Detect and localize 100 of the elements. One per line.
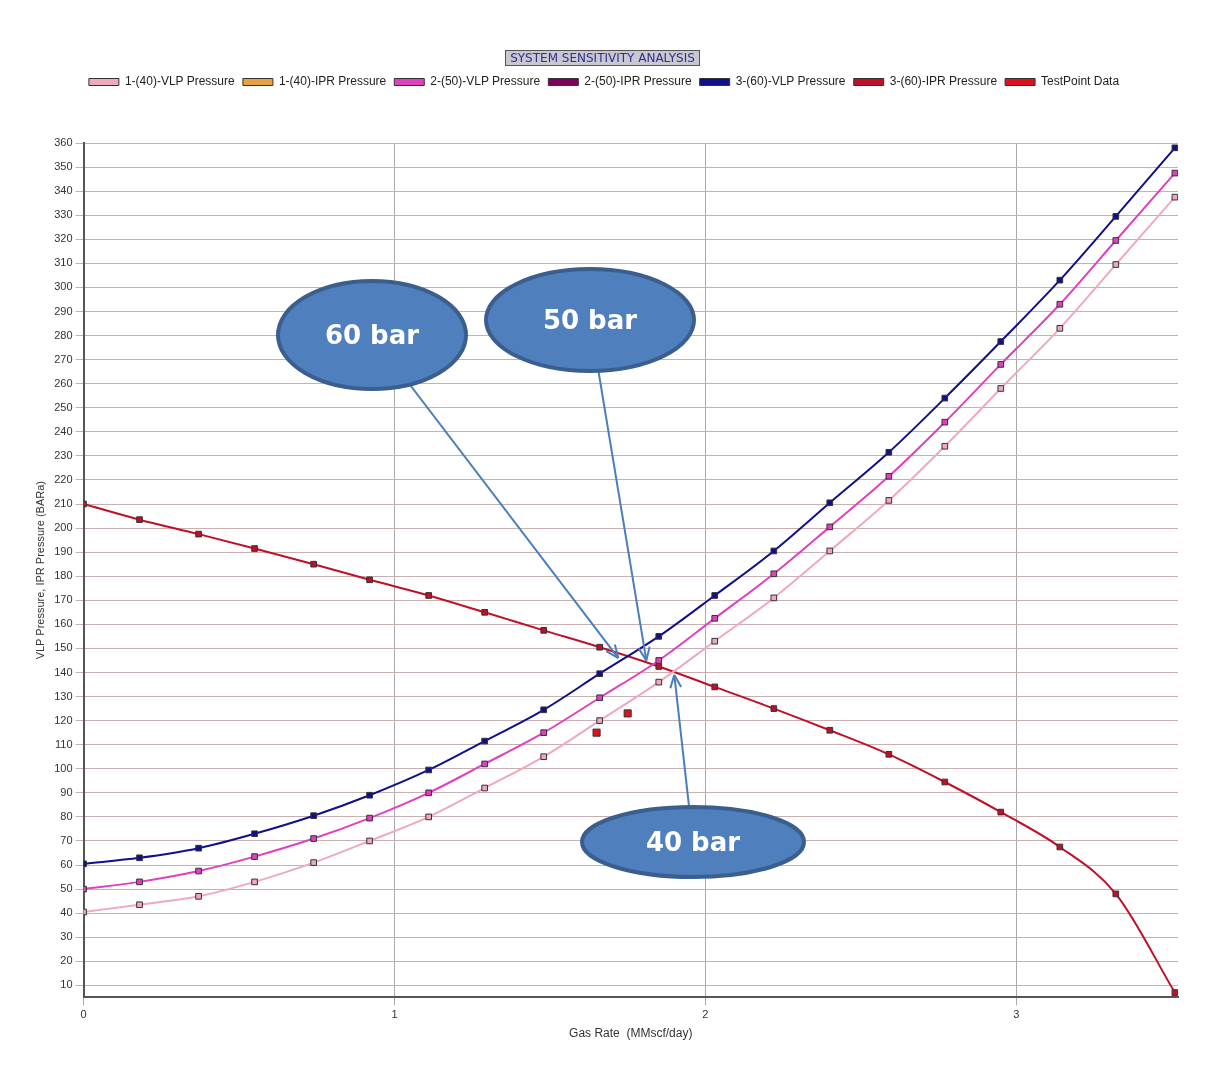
- point: [941, 418, 949, 426]
- point: [997, 808, 1005, 816]
- point: [596, 717, 604, 724]
- point: [941, 778, 949, 786]
- point: [655, 663, 663, 670]
- y-tick-label: 20: [60, 954, 73, 967]
- point: [885, 448, 893, 456]
- point: [1171, 989, 1178, 996]
- y-tick-label: 290: [54, 304, 73, 317]
- y-tick-label: 100: [54, 761, 73, 774]
- point: [481, 784, 488, 792]
- point: [1056, 300, 1064, 308]
- point: [136, 516, 143, 523]
- y-tick-label: 240: [54, 424, 73, 437]
- annotation: 50 bar: [542, 305, 638, 335]
- legend-label: 1-(40)-IPR Pressure: [278, 74, 387, 89]
- point: [885, 750, 893, 758]
- point: [997, 385, 1005, 392]
- point: [826, 499, 834, 507]
- x-tick-label: 3: [1013, 1008, 1020, 1021]
- point: [1112, 237, 1120, 244]
- point: [310, 560, 317, 568]
- y-tick-label: 300: [54, 280, 73, 293]
- point: [826, 547, 834, 555]
- y-tick-label: 270: [54, 352, 73, 365]
- y-tick-label: 210: [54, 497, 73, 510]
- y-tick-label: 260: [54, 376, 73, 389]
- point: [251, 878, 258, 886]
- point: [770, 594, 778, 602]
- point: [770, 547, 778, 555]
- y-tick-label: 60: [60, 858, 73, 871]
- x-tick-label: 2: [702, 1008, 709, 1021]
- point: [136, 854, 143, 862]
- point: [195, 892, 202, 900]
- legend-label: 2-(50)-IPR Pressure: [584, 74, 693, 89]
- annotation: 60 bar: [324, 320, 420, 350]
- y-tick-label: 120: [54, 713, 73, 726]
- point: [623, 709, 632, 718]
- legend-label: 2-(50)-VLP Pressure: [430, 74, 541, 89]
- point: [596, 643, 604, 651]
- point: [540, 627, 548, 634]
- y-tick-label: 320: [54, 232, 73, 245]
- point: [1171, 193, 1178, 201]
- y-tick-label: 360: [54, 136, 73, 149]
- x-tick-label: 0: [80, 1008, 87, 1021]
- y-tick-label: 350: [54, 160, 73, 173]
- y-tick-label: 70: [60, 833, 73, 846]
- point: [425, 766, 433, 774]
- point: [655, 678, 663, 686]
- y-tick-label: 160: [54, 617, 73, 630]
- y-tick-label: 190: [54, 545, 73, 558]
- y-tick-label: 30: [60, 930, 73, 943]
- legend-label: 3-(60)-IPR Pressure: [889, 74, 998, 89]
- point: [596, 670, 604, 678]
- point: [310, 835, 317, 842]
- point: [1056, 324, 1064, 332]
- y-tick-label: 330: [54, 208, 73, 221]
- point: [251, 830, 258, 838]
- y-tick-label: 150: [54, 641, 73, 654]
- point: [425, 592, 433, 599]
- point: [366, 814, 373, 822]
- point: [885, 473, 893, 480]
- point: [655, 657, 663, 664]
- point: [1056, 276, 1064, 284]
- point: [251, 853, 258, 860]
- y-tick-label: 200: [54, 521, 73, 534]
- legend-label: TestPoint Data: [1041, 74, 1120, 89]
- y-tick-label: 10: [60, 978, 73, 991]
- point: [251, 545, 258, 552]
- y-tick-label: 110: [55, 737, 73, 750]
- point: [366, 791, 373, 799]
- point: [1112, 213, 1120, 220]
- y-tick-label: 90: [60, 785, 73, 798]
- point: [1171, 169, 1178, 177]
- point: [481, 737, 488, 745]
- point: [195, 844, 202, 852]
- y-tick-label: 170: [54, 593, 73, 606]
- y-tick-label: 230: [54, 448, 73, 461]
- point: [310, 859, 317, 866]
- y-tick-label: 140: [54, 665, 73, 678]
- y-axis-title: VLP Pressure, IPR Pressure (BARa): [33, 481, 46, 660]
- point: [481, 760, 488, 768]
- point: [711, 592, 719, 599]
- y-tick-label: 220: [54, 472, 73, 485]
- point: [195, 867, 202, 875]
- x-tick-label: 1: [391, 1008, 398, 1021]
- y-tick-label: 130: [54, 689, 73, 702]
- point: [711, 637, 719, 645]
- point: [425, 813, 433, 821]
- legend-label: 3-(60)-VLP Pressure: [735, 74, 846, 89]
- point: [826, 726, 834, 734]
- point: [1112, 890, 1120, 898]
- y-tick-label: 340: [54, 184, 73, 197]
- point: [540, 753, 548, 761]
- y-tick-label: 80: [60, 809, 73, 822]
- point: [1112, 261, 1120, 268]
- x-axis-title: Gas Rate (MMscf/day): [569, 1026, 693, 1041]
- point: [770, 705, 778, 712]
- annotation: 40 bar: [645, 827, 741, 857]
- y-tick-label: 310: [54, 256, 73, 269]
